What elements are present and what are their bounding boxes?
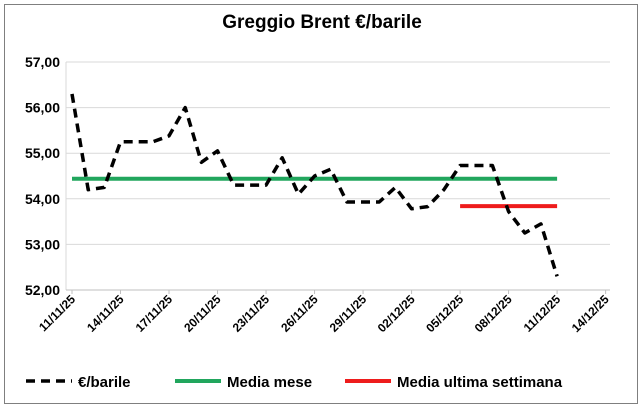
y-tick-label: 54,00 — [25, 191, 60, 207]
legend: €/barile Media mese Media ultima settimana — [26, 374, 563, 391]
x-tick-labels: 11/11/25 14/11/25 17/11/25 20/11/25 23/11/25… — [36, 290, 612, 335]
x-tick-label: 17/11/25 — [133, 292, 176, 335]
gridlines — [66, 61, 610, 291]
y-tick-labels: 52,00 53,00 54,00 55,00 56,00 57,00 — [25, 54, 60, 298]
x-tick-label: 20/11/25 — [181, 292, 224, 335]
x-tick-label: 08/12/25 — [472, 292, 515, 335]
x-tick-label: 29/11/25 — [327, 292, 370, 335]
axes — [65, 62, 610, 291]
x-tick-label: 05/12/25 — [423, 292, 466, 335]
y-tick-label: 52,00 — [25, 282, 60, 298]
chart-title: Greggio Brent €/barile — [222, 12, 422, 33]
y-tick-label: 53,00 — [25, 236, 60, 252]
series-line-0 — [70, 93, 559, 277]
x-tick-label: 02/12/25 — [375, 292, 418, 335]
y-tick-label: 55,00 — [25, 145, 60, 161]
legend-label: Media ultima settimana — [397, 374, 563, 391]
legend-label: €/barile — [78, 374, 131, 391]
x-tick-label: 23/11/25 — [230, 292, 273, 335]
x-tick-label: 11/11/25 — [36, 292, 78, 334]
x-tick-label: 11/12/25 — [521, 292, 564, 335]
y-tick-label: 57,00 — [25, 54, 60, 70]
x-tick-label: 14/11/25 — [84, 292, 127, 335]
legend-label: Media mese — [227, 374, 312, 391]
x-tick-label: 14/12/25 — [569, 292, 612, 335]
series-lines — [70, 93, 559, 277]
chart-frame — [4, 4, 638, 404]
y-tick-label: 56,00 — [25, 100, 60, 116]
x-tick-label: 26/11/25 — [278, 292, 321, 335]
